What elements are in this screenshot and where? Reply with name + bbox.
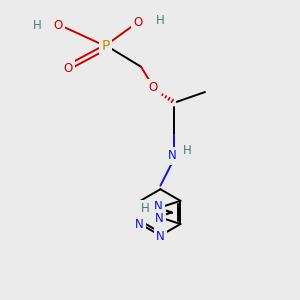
Text: H: H [33, 19, 41, 32]
Text: O: O [134, 16, 143, 29]
Text: N: N [154, 200, 163, 213]
Text: O: O [64, 62, 73, 75]
Text: P: P [101, 39, 110, 53]
Text: H: H [156, 14, 165, 27]
Text: N: N [168, 149, 177, 162]
Text: N: N [156, 230, 165, 243]
Text: N: N [155, 212, 164, 224]
Text: O: O [53, 19, 62, 32]
Text: H: H [141, 202, 149, 215]
Text: N: N [135, 218, 144, 230]
Text: O: O [148, 81, 158, 94]
Text: H: H [183, 143, 191, 157]
